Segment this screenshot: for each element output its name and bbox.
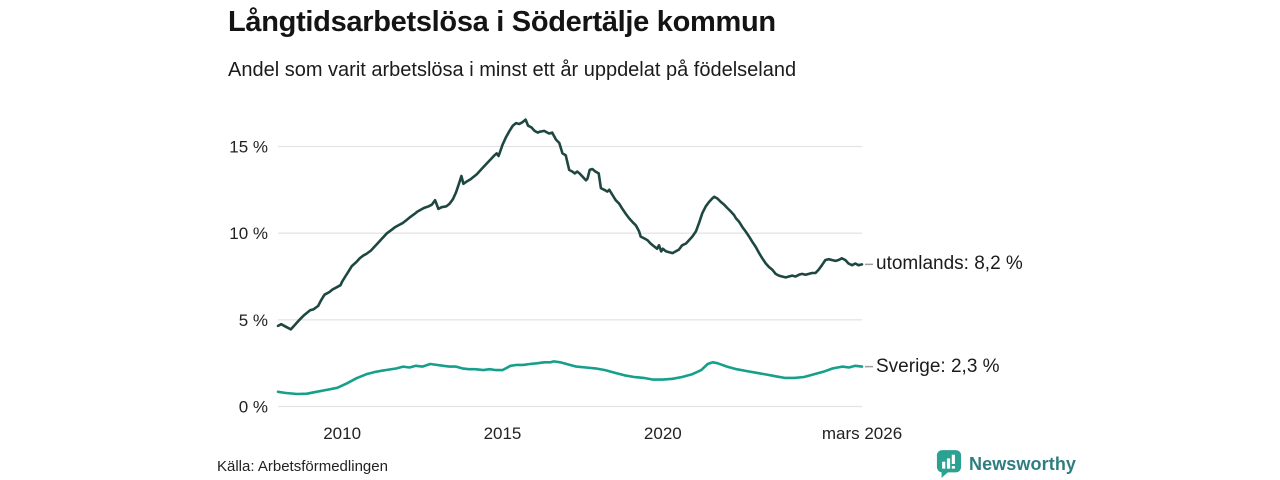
newsworthy-wordmark: Newsworthy bbox=[969, 453, 1077, 474]
source-note: Källa: Arbetsförmedlingen bbox=[217, 458, 388, 475]
y-axis-tick-label: 5 % bbox=[239, 311, 268, 330]
x-axis-tick-label: 2020 bbox=[644, 424, 682, 443]
chart-subtitle: Andel som varit arbetslösa i minst ett å… bbox=[228, 59, 797, 81]
series-line-utomlands bbox=[276, 118, 864, 331]
y-axis-tick-label: 0 % bbox=[239, 398, 268, 417]
series-end-label-sverige: Sverige: 2,3 % bbox=[876, 355, 1000, 377]
newsworthy-bar-chart-bubble-icon bbox=[936, 450, 962, 478]
series-end-label-utomlands: utomlands: 8,2 % bbox=[876, 253, 1023, 275]
x-axis-tick-label: mars 2026 bbox=[822, 424, 902, 443]
newsworthy-logo: Newsworthy bbox=[936, 449, 1076, 479]
page-title: Långtidsarbetslösa i Södertälje kommun bbox=[228, 6, 776, 38]
y-axis-tick-label: 15 % bbox=[229, 138, 268, 157]
x-axis-tick-label: 2015 bbox=[484, 424, 522, 443]
series-line-sverige bbox=[276, 360, 864, 396]
y-axis-tick-label: 10 % bbox=[229, 224, 268, 243]
x-axis-tick-label: 2010 bbox=[323, 424, 361, 443]
